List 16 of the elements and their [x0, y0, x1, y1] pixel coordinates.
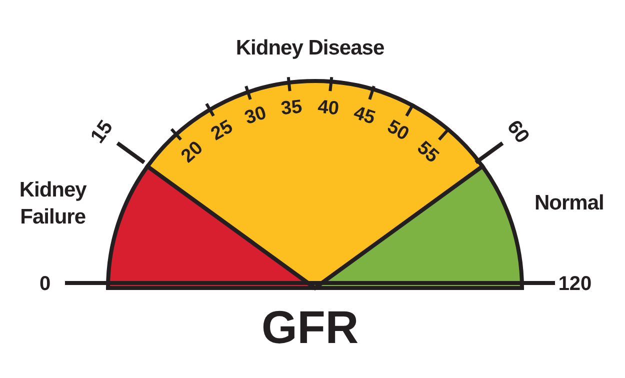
text: 60	[502, 116, 534, 148]
text: 0	[39, 273, 51, 295]
slice-label: Normal	[534, 191, 604, 214]
text: GFR	[261, 301, 359, 354]
text: 30	[242, 102, 269, 130]
text: 25	[208, 116, 237, 146]
text: 50	[384, 116, 412, 146]
text: 120	[558, 273, 592, 295]
text: 55	[412, 137, 443, 168]
text: 15	[86, 116, 118, 148]
slice-label: Kidney Failure	[19, 178, 88, 228]
text: 20	[177, 137, 208, 168]
text: 40	[316, 96, 340, 120]
text: 45	[351, 102, 378, 130]
slice-label: Kidney Disease	[236, 36, 384, 60]
text: 35	[280, 96, 304, 120]
